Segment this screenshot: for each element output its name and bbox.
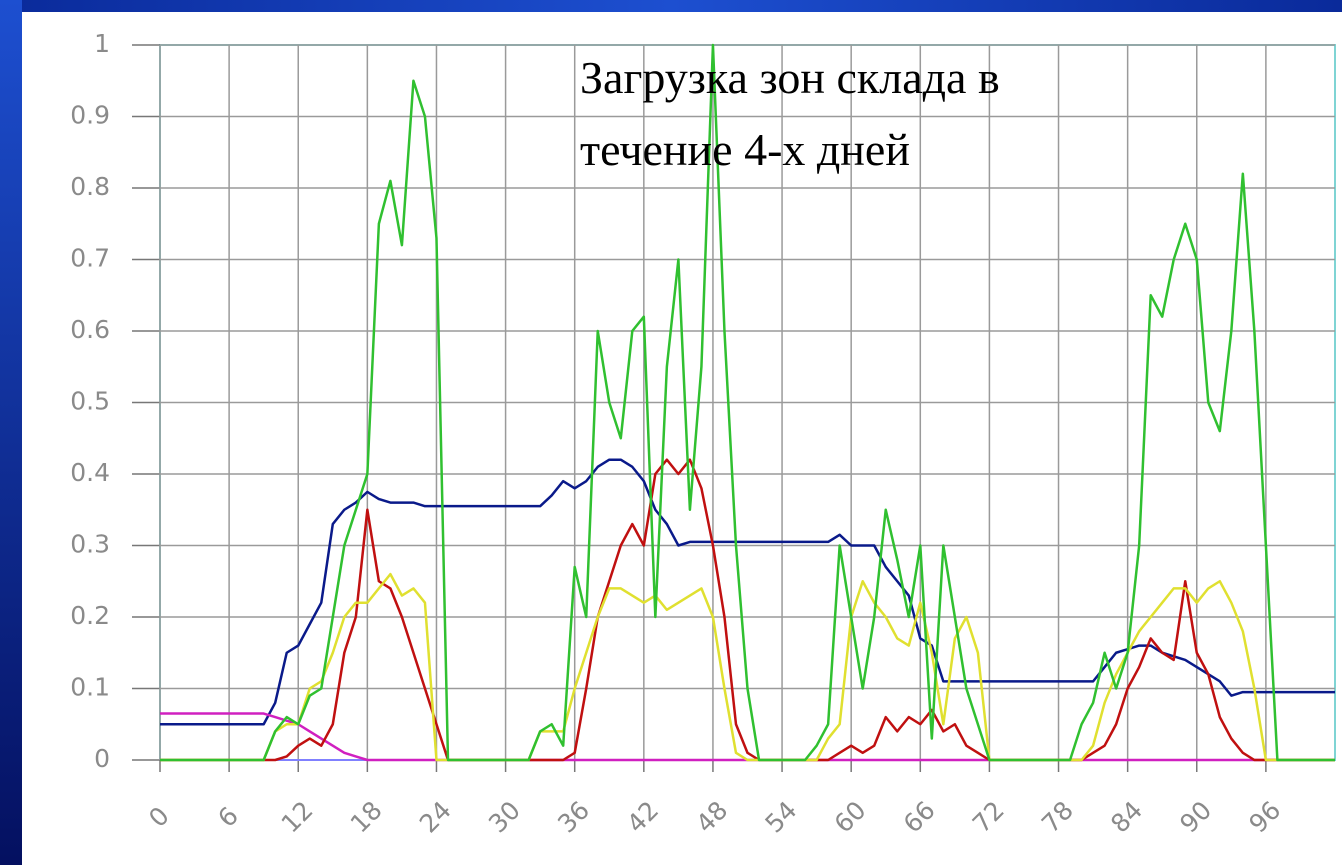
left-band xyxy=(0,0,22,865)
x-tick-label: 66 xyxy=(898,795,941,838)
top-band xyxy=(0,0,1342,12)
y-tick-label: 1 xyxy=(94,29,110,58)
x-tick-label: 36 xyxy=(552,795,595,838)
y-tick-label: 0.6 xyxy=(70,315,110,344)
x-tick-label: 48 xyxy=(690,795,733,838)
x-tick-label: 18 xyxy=(345,795,388,838)
x-tick-label: 90 xyxy=(1174,795,1217,838)
series-line xyxy=(160,572,1335,762)
x-tick-label: 78 xyxy=(1036,795,1079,838)
x-tick-label: 42 xyxy=(621,795,664,838)
y-tick-label: 0.4 xyxy=(70,458,110,487)
x-tick-label: 24 xyxy=(414,795,457,838)
y-tick-label: 0.1 xyxy=(70,673,110,702)
chart-title: Загрузка зон склада в течение 4-х дней xyxy=(580,52,1000,175)
x-tick-label: 72 xyxy=(967,795,1010,838)
series-line xyxy=(160,43,1335,762)
y-tick-label: 0.9 xyxy=(70,101,110,130)
y-tick-label: 0.2 xyxy=(70,601,110,630)
y-tick-label: 0.3 xyxy=(70,530,110,559)
x-tick-label: 6 xyxy=(212,801,244,833)
x-tick-label: 30 xyxy=(483,795,526,838)
series-line xyxy=(160,458,1335,762)
y-tick-label: 0 xyxy=(94,744,110,773)
y-tick-label: 0.7 xyxy=(70,244,110,273)
x-tick-label: 60 xyxy=(829,795,872,838)
y-tick-label: 0.8 xyxy=(70,172,110,201)
x-tick-label: 54 xyxy=(759,795,802,838)
series-line xyxy=(160,458,1335,726)
y-tick-label: 0.5 xyxy=(70,387,110,416)
x-tick-label: 84 xyxy=(1105,795,1148,838)
x-tick-label: 12 xyxy=(276,795,319,838)
x-tick-label: 96 xyxy=(1243,795,1286,838)
x-tick-label: 0 xyxy=(143,801,175,833)
